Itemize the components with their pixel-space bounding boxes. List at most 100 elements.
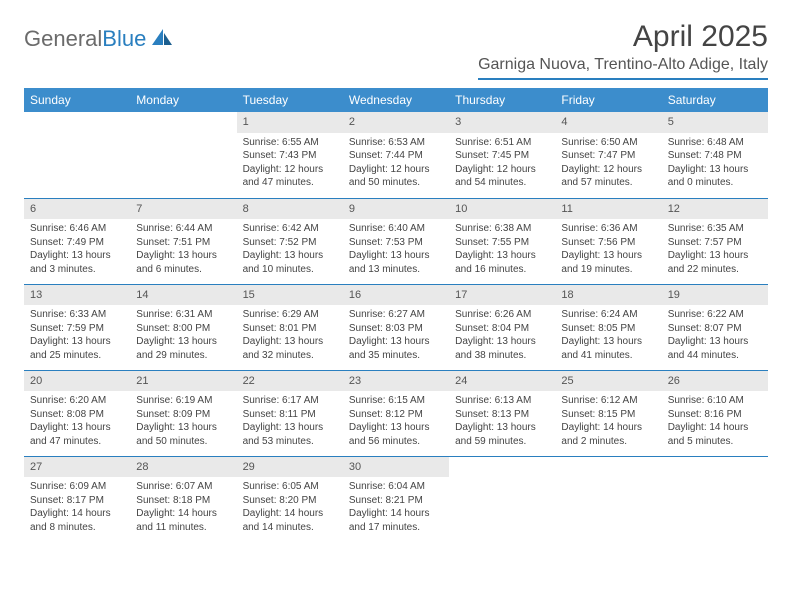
day-body: Sunrise: 6:07 AMSunset: 8:18 PMDaylight:…: [130, 477, 236, 540]
day-number: 8: [237, 199, 343, 220]
daylight-line: Daylight: 13 hours and 3 minutes.: [30, 249, 124, 276]
sunrise-line: Sunrise: 6:12 AM: [561, 394, 655, 408]
calendar-day-cell: 22Sunrise: 6:17 AMSunset: 8:11 PMDayligh…: [237, 370, 343, 456]
sunrise-line: Sunrise: 6:19 AM: [136, 394, 230, 408]
sunset-line: Sunset: 8:00 PM: [136, 322, 230, 336]
daylight-line: Daylight: 13 hours and 35 minutes.: [349, 335, 443, 362]
header: GeneralBlue April 2025 Garniga Nuova, Tr…: [24, 20, 768, 80]
day-number: 29: [237, 457, 343, 478]
sunset-line: Sunset: 7:47 PM: [561, 149, 655, 163]
calendar-day-cell: 17Sunrise: 6:26 AMSunset: 8:04 PMDayligh…: [449, 284, 555, 370]
calendar-day-cell: 14Sunrise: 6:31 AMSunset: 8:00 PMDayligh…: [130, 284, 236, 370]
logo-text: GeneralBlue: [24, 26, 146, 52]
daylight-line: Daylight: 12 hours and 54 minutes.: [455, 163, 549, 190]
sunrise-line: Sunrise: 6:51 AM: [455, 136, 549, 150]
sunrise-line: Sunrise: 6:15 AM: [349, 394, 443, 408]
calendar-day-cell: 8Sunrise: 6:42 AMSunset: 7:52 PMDaylight…: [237, 198, 343, 284]
daylight-line: Daylight: 14 hours and 5 minutes.: [668, 421, 762, 448]
sunrise-line: Sunrise: 6:29 AM: [243, 308, 337, 322]
day-body: Sunrise: 6:15 AMSunset: 8:12 PMDaylight:…: [343, 391, 449, 454]
calendar-day-cell: 28Sunrise: 6:07 AMSunset: 8:18 PMDayligh…: [130, 456, 236, 542]
weekday-header: Sunday: [24, 88, 130, 112]
calendar-table: SundayMondayTuesdayWednesdayThursdayFrid…: [24, 88, 768, 542]
sunrise-line: Sunrise: 6:07 AM: [136, 480, 230, 494]
sunset-line: Sunset: 8:18 PM: [136, 494, 230, 508]
calendar-day-cell: 25Sunrise: 6:12 AMSunset: 8:15 PMDayligh…: [555, 370, 661, 456]
sunset-line: Sunset: 7:53 PM: [349, 236, 443, 250]
daylight-line: Daylight: 13 hours and 0 minutes.: [668, 163, 762, 190]
day-number: 23: [343, 371, 449, 392]
calendar-day-cell: 5Sunrise: 6:48 AMSunset: 7:48 PMDaylight…: [662, 112, 768, 198]
logo-part1: General: [24, 26, 102, 51]
day-body: Sunrise: 6:31 AMSunset: 8:00 PMDaylight:…: [130, 305, 236, 368]
sunset-line: Sunset: 7:52 PM: [243, 236, 337, 250]
sunrise-line: Sunrise: 6:26 AM: [455, 308, 549, 322]
calendar-day-cell: 20Sunrise: 6:20 AMSunset: 8:08 PMDayligh…: [24, 370, 130, 456]
calendar-day-cell: 9Sunrise: 6:40 AMSunset: 7:53 PMDaylight…: [343, 198, 449, 284]
daylight-line: Daylight: 13 hours and 38 minutes.: [455, 335, 549, 362]
calendar-day-cell: 11Sunrise: 6:36 AMSunset: 7:56 PMDayligh…: [555, 198, 661, 284]
day-number: 7: [130, 199, 236, 220]
day-number: 4: [555, 112, 661, 133]
sunrise-line: Sunrise: 6:40 AM: [349, 222, 443, 236]
sunrise-line: Sunrise: 6:27 AM: [349, 308, 443, 322]
day-number: 15: [237, 285, 343, 306]
day-body: Sunrise: 6:19 AMSunset: 8:09 PMDaylight:…: [130, 391, 236, 454]
day-body: Sunrise: 6:46 AMSunset: 7:49 PMDaylight:…: [24, 219, 130, 282]
daylight-line: Daylight: 14 hours and 8 minutes.: [30, 507, 124, 534]
day-body: Sunrise: 6:22 AMSunset: 8:07 PMDaylight:…: [662, 305, 768, 368]
sunset-line: Sunset: 8:13 PM: [455, 408, 549, 422]
daylight-line: Daylight: 13 hours and 6 minutes.: [136, 249, 230, 276]
daylight-line: Daylight: 13 hours and 47 minutes.: [30, 421, 124, 448]
sunrise-line: Sunrise: 6:33 AM: [30, 308, 124, 322]
sunset-line: Sunset: 7:51 PM: [136, 236, 230, 250]
weekday-header: Friday: [555, 88, 661, 112]
day-body: Sunrise: 6:09 AMSunset: 8:17 PMDaylight:…: [24, 477, 130, 540]
calendar-empty-cell: [555, 456, 661, 542]
day-number: 24: [449, 371, 555, 392]
sunrise-line: Sunrise: 6:55 AM: [243, 136, 337, 150]
weekday-header: Thursday: [449, 88, 555, 112]
daylight-line: Daylight: 13 hours and 56 minutes.: [349, 421, 443, 448]
day-body: Sunrise: 6:12 AMSunset: 8:15 PMDaylight:…: [555, 391, 661, 454]
sunset-line: Sunset: 8:08 PM: [30, 408, 124, 422]
day-body: Sunrise: 6:50 AMSunset: 7:47 PMDaylight:…: [555, 133, 661, 196]
sunrise-line: Sunrise: 6:20 AM: [30, 394, 124, 408]
calendar-day-cell: 12Sunrise: 6:35 AMSunset: 7:57 PMDayligh…: [662, 198, 768, 284]
daylight-line: Daylight: 12 hours and 47 minutes.: [243, 163, 337, 190]
sunset-line: Sunset: 8:12 PM: [349, 408, 443, 422]
calendar-day-cell: 13Sunrise: 6:33 AMSunset: 7:59 PMDayligh…: [24, 284, 130, 370]
daylight-line: Daylight: 13 hours and 59 minutes.: [455, 421, 549, 448]
day-number: 21: [130, 371, 236, 392]
sunrise-line: Sunrise: 6:35 AM: [668, 222, 762, 236]
daylight-line: Daylight: 13 hours and 22 minutes.: [668, 249, 762, 276]
day-number: 11: [555, 199, 661, 220]
day-body: Sunrise: 6:36 AMSunset: 7:56 PMDaylight:…: [555, 219, 661, 282]
day-body: Sunrise: 6:10 AMSunset: 8:16 PMDaylight:…: [662, 391, 768, 454]
day-number: 25: [555, 371, 661, 392]
sunset-line: Sunset: 8:15 PM: [561, 408, 655, 422]
day-number: 30: [343, 457, 449, 478]
day-body: Sunrise: 6:29 AMSunset: 8:01 PMDaylight:…: [237, 305, 343, 368]
day-number: 14: [130, 285, 236, 306]
calendar-week-row: 1Sunrise: 6:55 AMSunset: 7:43 PMDaylight…: [24, 112, 768, 198]
day-body: Sunrise: 6:51 AMSunset: 7:45 PMDaylight:…: [449, 133, 555, 196]
day-body: Sunrise: 6:42 AMSunset: 7:52 PMDaylight:…: [237, 219, 343, 282]
day-body: Sunrise: 6:48 AMSunset: 7:48 PMDaylight:…: [662, 133, 768, 196]
title-block: April 2025 Garniga Nuova, Trentino-Alto …: [478, 20, 768, 80]
day-number: 22: [237, 371, 343, 392]
day-body: Sunrise: 6:04 AMSunset: 8:21 PMDaylight:…: [343, 477, 449, 540]
calendar-day-cell: 15Sunrise: 6:29 AMSunset: 8:01 PMDayligh…: [237, 284, 343, 370]
calendar-empty-cell: [662, 456, 768, 542]
sunset-line: Sunset: 8:07 PM: [668, 322, 762, 336]
day-number: 16: [343, 285, 449, 306]
day-body: Sunrise: 6:35 AMSunset: 7:57 PMDaylight:…: [662, 219, 768, 282]
sunset-line: Sunset: 7:56 PM: [561, 236, 655, 250]
weekday-header: Tuesday: [237, 88, 343, 112]
daylight-line: Daylight: 13 hours and 32 minutes.: [243, 335, 337, 362]
daylight-line: Daylight: 13 hours and 10 minutes.: [243, 249, 337, 276]
sunset-line: Sunset: 8:01 PM: [243, 322, 337, 336]
sunset-line: Sunset: 7:57 PM: [668, 236, 762, 250]
sunrise-line: Sunrise: 6:42 AM: [243, 222, 337, 236]
day-number: 1: [237, 112, 343, 133]
